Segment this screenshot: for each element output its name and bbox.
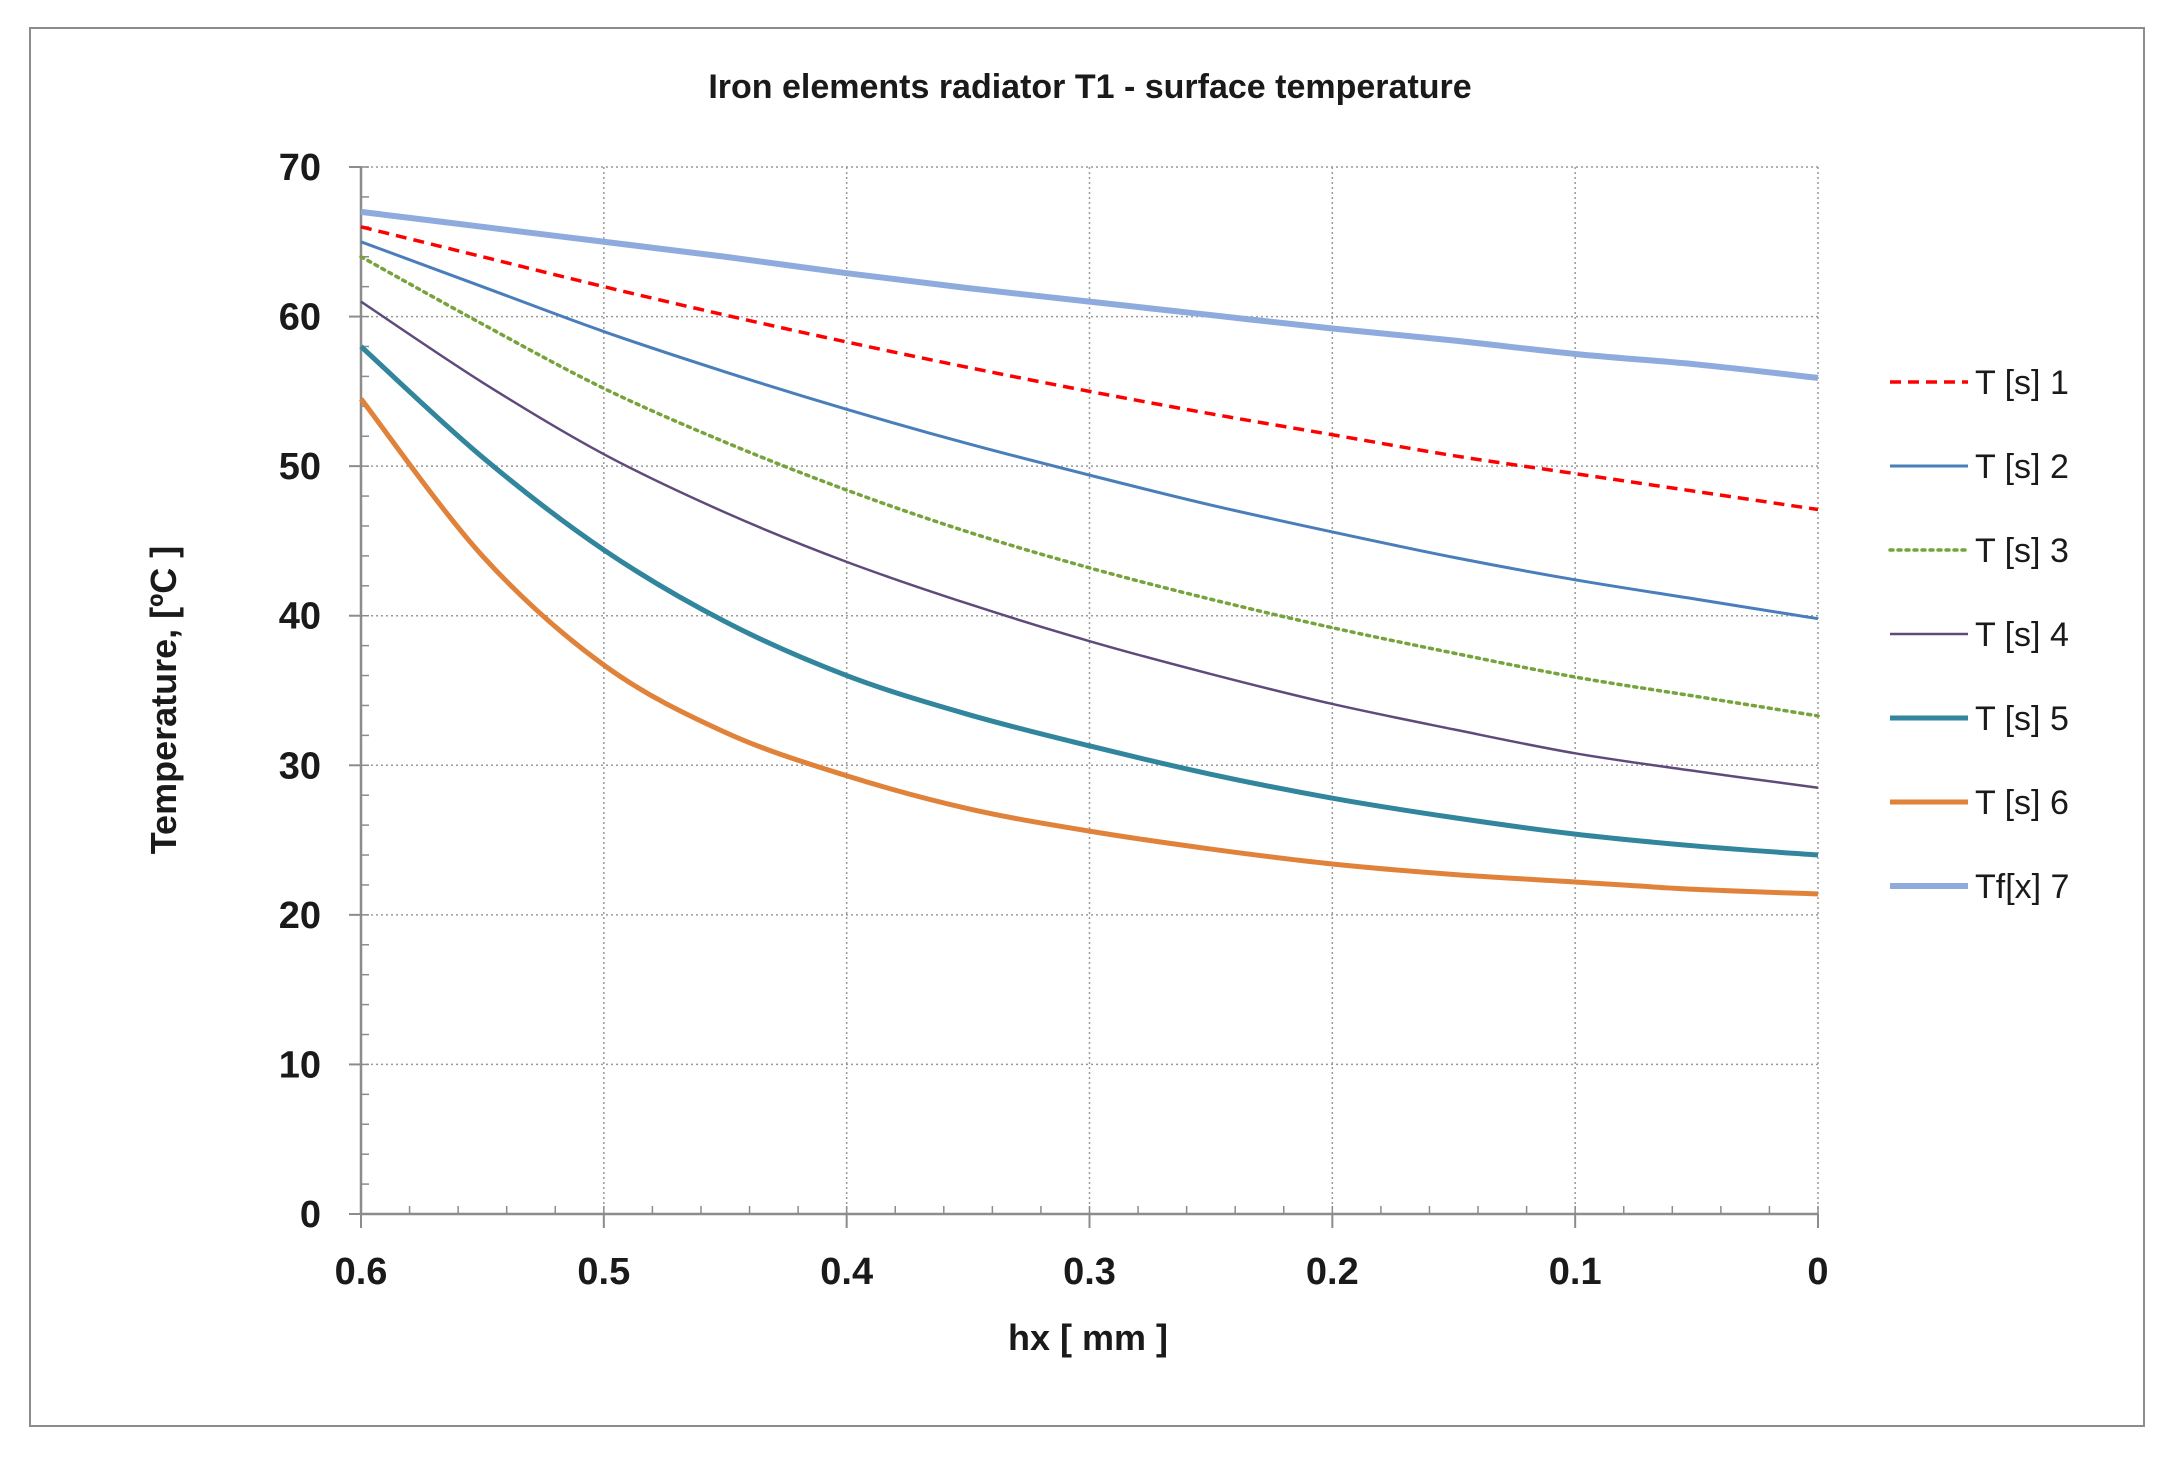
legend-label-4: T [s] 4	[1975, 616, 2069, 654]
y-axis-label: Temperature, [ºC ]	[143, 546, 184, 855]
legend-label-1: T [s] 1	[1975, 364, 2069, 402]
x-tick-label: 0.1	[1549, 1251, 1602, 1293]
y-tick-label: 60	[279, 297, 321, 339]
legend-label-3: T [s] 3	[1975, 532, 2069, 570]
legend-label-5: T [s] 5	[1975, 700, 2069, 738]
series-layer	[359, 208, 1820, 897]
x-tick-label: 0.4	[820, 1251, 873, 1293]
chart-title: Iron elements radiator T1 - surface temp…	[708, 68, 1471, 106]
x-tick-label: 0.2	[1306, 1251, 1359, 1293]
y-tick-label: 20	[279, 895, 321, 937]
series-line-3	[359, 254, 1820, 718]
x-tick-label: 0.6	[335, 1251, 388, 1293]
series-line-7	[360, 208, 1819, 381]
legend-label-2: T [s] 2	[1975, 448, 2069, 486]
series-line-4	[360, 300, 1819, 789]
y-tick-label: 10	[279, 1044, 321, 1086]
legend-label-6: T [s] 6	[1975, 784, 2069, 822]
y-tick-label: 40	[279, 596, 321, 638]
chart-area-border	[29, 27, 2145, 1427]
y-tick-label: 0	[300, 1194, 321, 1236]
series-line-6	[359, 397, 1819, 897]
series-line-1	[360, 225, 1819, 512]
x-axis-label: hx [ mm ]	[1008, 1317, 1168, 1358]
x-tick-label: 0	[1807, 1251, 1828, 1293]
tick-label-layer: 0 10 20 30 40 50 60 70 0.6 0.5 0.4 0.3 0.2 0.1 0	[279, 147, 1829, 1293]
y-tick-label: 30	[279, 745, 321, 787]
legend-label-7: Tf[x] 7	[1975, 868, 2069, 906]
x-tick-label: 0.3	[1063, 1251, 1116, 1293]
x-tick-label: 0.5	[577, 1251, 630, 1293]
y-tick-label: 50	[279, 446, 321, 488]
legend: T [s] 1 T [s] 2 T [s] 3 T [s] 4 T [s] 5 T [s]…	[1888, 364, 2069, 906]
series-line-2	[360, 240, 1819, 621]
y-tick-label: 70	[279, 147, 321, 189]
axis-layer	[349, 166, 1819, 1228]
series-line-5	[359, 344, 1819, 858]
